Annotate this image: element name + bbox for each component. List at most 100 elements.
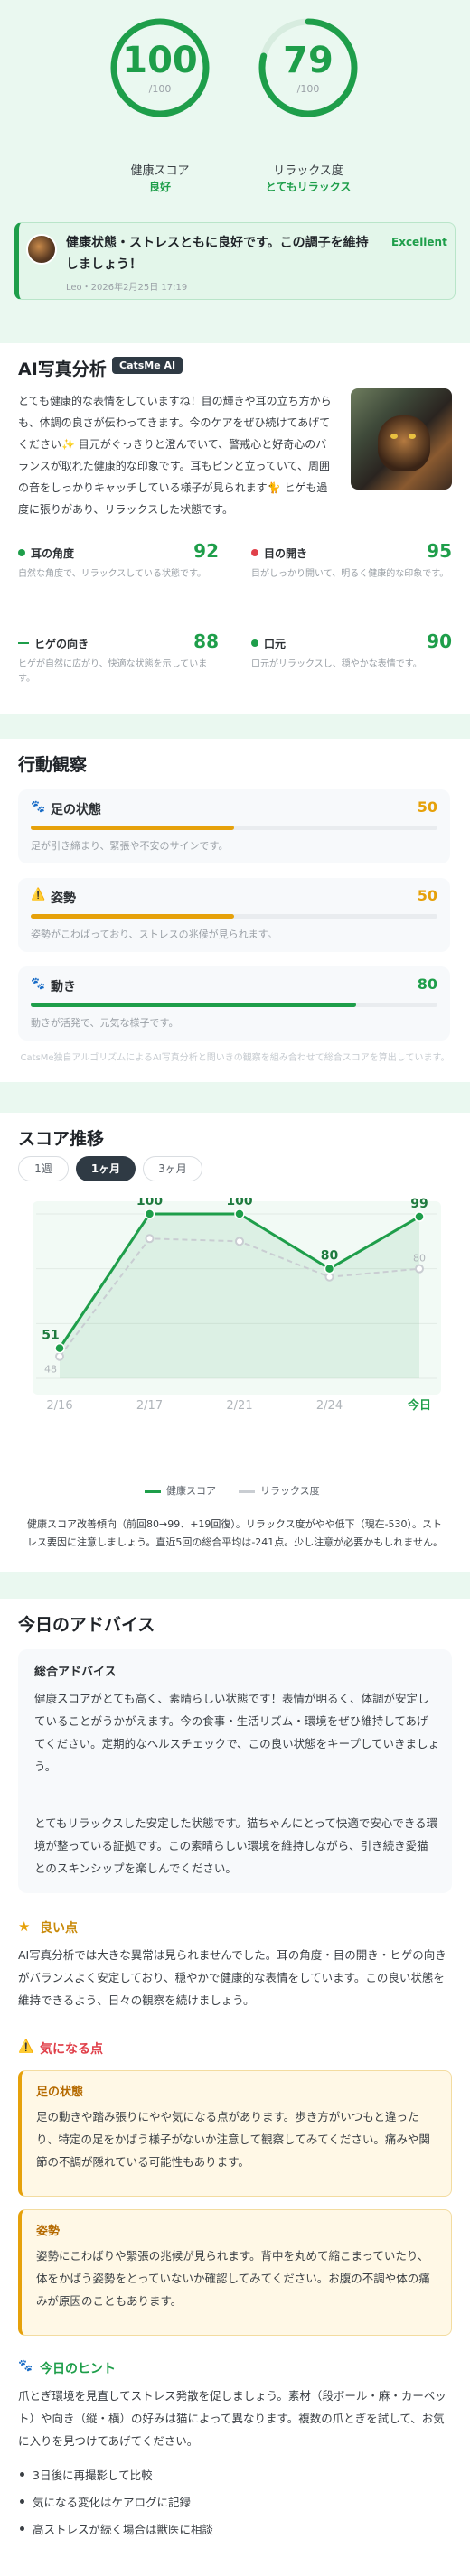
summary-badge: Excellent [391, 236, 447, 248]
chart-plot-area [33, 1201, 441, 1395]
x-tick-label: 今日 [407, 1398, 431, 1413]
metric-label: 目の開き [264, 547, 308, 560]
health-data-point [144, 1209, 155, 1219]
paw-icon: 🐾 [31, 977, 46, 991]
behavior-section: 行動観察 🐾 足の状態 50 足が引き締まり、緊張や不安のサインです。 ⚠️ 姿… [0, 739, 470, 1082]
legend-health-swatch [145, 1490, 161, 1493]
tip-text: 高ストレスが続く場合は獣医に相談 [33, 2523, 214, 2536]
health-ring-svg [110, 18, 210, 117]
summary-banner: 健康状態・ストレスともに良好です。この調子を維持しましょう！ Excellent… [14, 222, 456, 300]
analysis-section: AI写真分析 CatsMe AI とても健康的な表情をしていますね！目の輝きや耳… [0, 343, 470, 714]
relax-score-ring: 79 /100 [257, 16, 360, 119]
metric-eye: 目の開き 95 目がしっかり開いて、明るく健康的な印象です。 [251, 540, 452, 607]
advice-section: 今日のアドバイス 総合アドバイス 健康スコアがとても高く、素晴らしい状態です！表… [0, 1599, 470, 2576]
cat-photo [351, 388, 452, 490]
metric-value: 90 [427, 630, 452, 652]
behavior-bar [31, 1003, 437, 1007]
concern-title: 気になる点 [40, 2042, 103, 2057]
chart-legend: 健康スコア リラックス度 [145, 1483, 343, 1501]
summary-text: 健康状態・ストレスともに良好です。この調子を維持しましょう！ [66, 236, 369, 272]
health-data-label: 100 [136, 1198, 163, 1209]
behavior-label: 動き [51, 980, 76, 994]
relax-data-label: 48 [44, 1364, 57, 1376]
health-data-label: 51 [42, 1329, 59, 1343]
concern-item-title: 足の状態 [36, 2086, 84, 2099]
behavior-footnote: CatsMe独自アルゴリズムによるAI写真分析と問いきの観察を組み合わせて総合ス… [20, 1053, 450, 1063]
x-tick-label: 2/16 [46, 1399, 72, 1413]
behavior-bar [31, 914, 437, 919]
health-data-point [54, 1342, 65, 1354]
concern-item-text: 姿勢にこわばりや緊張の兆候が見られます。背中を丸めて縮こまっていたり、体をかばう… [36, 2249, 430, 2308]
behavior-desc: 足が引き締まり、緊張や不安のサインです。 [31, 840, 229, 852]
relax-data-point [324, 1272, 334, 1282]
behavior-desc: 動きが活発で、元気な様子です。 [31, 1017, 179, 1029]
legend-relax-label: リラックス度 [260, 1485, 320, 1497]
hint-text: 爪とぎ環境を見直してストレス発散を促しましょう。素材（段ボール・麻・カーペット）… [18, 2389, 446, 2448]
overall-advice-title: 総合アドバイス [34, 1666, 117, 1679]
tab-1month[interactable]: 1ヶ月 [76, 1156, 136, 1181]
health-score-label: 健康スコア [130, 164, 190, 178]
metric-ear: 耳の角度 92 自然な角度で、リラックスしている状態です。 [18, 540, 219, 607]
overall-advice-p2: とてもリラックスした安定した状態です。猫ちゃんにとって快適で安心できる環境が整っ… [34, 1816, 438, 1875]
analysis-title: AI写真分析 [18, 359, 107, 379]
metric-desc: 目がしっかり開いて、明るく健康的な印象です。 [251, 569, 449, 579]
x-tick-label: 2/17 [136, 1399, 163, 1413]
legend-relax-swatch [239, 1490, 255, 1493]
metric-value: 88 [193, 630, 219, 652]
trend-section: スコア推移 1週 1ヶ月 3ヶ月 51 100 100 80 99 48 80 2/16 2/1… [0, 1113, 470, 1572]
behavior-card-movement: 🐾 動き 80 動きが活発で、元気な様子です。 [18, 966, 450, 1041]
tab-1week[interactable]: 1週 [18, 1156, 69, 1181]
metric-dot-icon [18, 549, 25, 556]
tip-text: 3日後に再撮影して比較 [33, 2469, 153, 2482]
relax-data-point [235, 1237, 244, 1246]
health-score-max: /100 [148, 83, 172, 95]
relax-ring-svg [258, 18, 358, 117]
relax-score-status: とてもリラックス [265, 181, 352, 193]
relax-data-point [145, 1234, 155, 1244]
concern-card-feet: 足の状態 足の動きや踏み張りにやや気になる点があります。歩き方がいつもと違ったり… [18, 2070, 452, 2197]
overall-advice-p1: 健康スコアがとても高く、素晴らしい状態です！表情が明るく、体調が安定していること… [34, 1692, 440, 1773]
metric-label: ヒゲの向き [34, 638, 89, 650]
metric-value: 92 [193, 540, 219, 562]
metric-line-icon [18, 642, 29, 644]
relax-data-label: 80 [413, 1253, 426, 1265]
relax-data-point [415, 1264, 424, 1274]
trend-title: スコア推移 [18, 1129, 105, 1149]
paw-icon: 🐾 [31, 800, 46, 814]
health-data-point [324, 1263, 335, 1274]
behavior-card-feet: 🐾 足の状態 50 足が引き締まり、緊張や不安のサインです。 [18, 789, 450, 863]
metric-desc: 自然な角度で、リラックスしている状態です。 [18, 569, 206, 579]
star-icon: ★ [18, 1918, 31, 1935]
list-item: 気になる変化はケアログに記録 [18, 2493, 452, 2520]
health-score-status: 良好 [148, 181, 171, 193]
metric-dot-icon [251, 639, 258, 647]
behavior-bar [31, 826, 437, 830]
tips-list: 3日後に再撮影して比較 気になる変化はケアログに記録 高ストレスが続く場合は獣医… [18, 2466, 452, 2547]
tab-3months[interactable]: 3ヶ月 [143, 1156, 202, 1181]
health-score-ring: 100 /100 [108, 16, 212, 119]
score-line-chart: 51 100 100 80 99 48 80 2/16 2/17 2/21 2/24 今日 [33, 1198, 441, 1413]
tip-text: 気になる変化はケアログに記録 [33, 2496, 192, 2509]
behavior-desc: 姿勢がこわばっており、ストレスの兆候が見られます。 [31, 929, 277, 940]
behavior-label: 足の状態 [51, 803, 101, 817]
behavior-value: 50 [417, 887, 437, 904]
health-score-value: 100 [122, 40, 198, 81]
metric-desc: ヒゲが自然に広がり、快適な状態を示しています。 [18, 659, 208, 684]
metric-whisker: ヒゲの向き 88 ヒゲが自然に広がり、快適な状態を示しています。 [18, 630, 219, 697]
relax-data-point [55, 1351, 64, 1361]
metric-value: 95 [427, 540, 452, 562]
behavior-label: 姿勢 [51, 891, 76, 906]
concern-item-title: 姿勢 [36, 2225, 61, 2238]
health-data-label: 100 [226, 1198, 252, 1209]
metric-label: 耳の角度 [31, 547, 75, 560]
relax-score-value: 79 [283, 40, 334, 81]
concern-item-text: 足の動きや踏み張りにやや気になる点があります。歩き方がいつもと違ったり、特定の足… [36, 2110, 430, 2169]
concern-card-posture: 姿勢 姿勢にこわばりや緊張の兆候が見られます。背中を丸めて縮こまっていたり、体を… [18, 2209, 452, 2336]
health-data-point [234, 1209, 245, 1219]
hint-title: 今日のヒント [40, 2362, 116, 2376]
overall-advice-card: 総合アドバイス 健康スコアがとても高く、素晴らしい状態です！表情が明るく、体調が… [18, 1649, 452, 1893]
warning-icon: ⚠️ [18, 2039, 34, 2054]
warning-icon: ⚠️ [31, 888, 46, 901]
metric-dot-icon [251, 549, 258, 556]
advice-title: 今日のアドバイス [18, 1615, 155, 1635]
